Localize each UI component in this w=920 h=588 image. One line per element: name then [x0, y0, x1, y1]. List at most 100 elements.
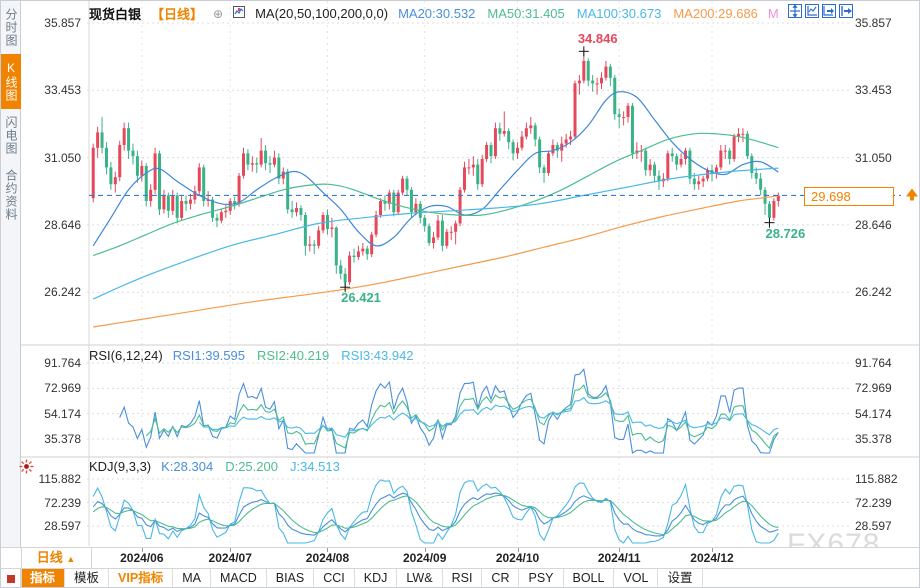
ma-values-0: MA20:30.532: [398, 6, 476, 21]
ma-values: MA20:30.532 MA50:31.405 MA100:30.673 MA200:…: [398, 6, 758, 21]
price-tick-label-r: 26.242: [855, 285, 892, 300]
toolbar-item-MACD[interactable]: MACD: [211, 569, 267, 587]
x-axis-row: 日线 ▲ 2024/06 2024/07 2024/08 2024/09 2024/10…: [1, 547, 919, 568]
x-axis-tick: [230, 548, 232, 552]
price-tick-label: 35.857: [44, 16, 81, 30]
rsi-values-0: RSI1:39.595: [172, 348, 245, 363]
price-tick-label-r: 31.050: [855, 150, 892, 165]
toolbar-item-VIP指标[interactable]: VIP指标: [109, 569, 174, 587]
toolbar-item-LW&[interactable]: LW&: [397, 569, 443, 587]
sidebar: 分时图 K线图闪电图合约资料: [1, 1, 21, 547]
sidebar-tab-0[interactable]: 分时图: [4, 8, 18, 47]
x-axis-tick: [712, 548, 713, 552]
toolbar-item-PSY[interactable]: PSY: [519, 569, 564, 587]
x-axis-tick: [517, 548, 519, 552]
toolbar-item-BOLL[interactable]: BOLL: [564, 569, 615, 587]
kdj-header: KDJ(9,3,3) K:28.304 D:25.200 J:34.513: [89, 459, 340, 474]
rsi-tick-label-r: 35.378: [855, 432, 892, 446]
rsi-tick-label: 91.764: [44, 356, 81, 370]
grip-icon: [1, 569, 21, 587]
rsi-tick-label: 72.969: [44, 381, 81, 396]
kdj-tick-label-r: 72.239: [855, 495, 892, 510]
toolbar-item-指标[interactable]: 指标: [21, 569, 66, 587]
x-axis-tick: [424, 548, 426, 552]
low-price-label: 26.421: [341, 290, 381, 306]
toolbar-item-RSI[interactable]: RSI: [443, 569, 483, 587]
main-chart-header: 现货白银 【日线】 ⊕ MA(20,50,100,200,0,0) MA20:3…: [89, 4, 779, 23]
chart-canvas[interactable]: [21, 1, 920, 546]
divider: [21, 547, 22, 587]
kdj-values: K:28.304 D:25.200 J:34.513: [161, 459, 340, 474]
kdj-tick-label-r: 115.882: [855, 472, 898, 486]
price-tick-label: 31.050: [44, 150, 81, 165]
x-axis-tick: [141, 548, 143, 552]
symbol-name: 现货白银: [89, 7, 142, 22]
toolbar-item-KDJ[interactable]: KDJ: [355, 569, 398, 587]
x-axis-label: 2024/08: [305, 551, 350, 565]
toolbar-item-模板[interactable]: 模板: [65, 569, 110, 587]
add-indicator-icon[interactable]: ⊕: [213, 6, 224, 21]
indicator-chart-icon: [233, 6, 246, 21]
kdj-tick-label-r: 28.597: [855, 519, 892, 533]
period-arrow-icon: ▲: [66, 554, 76, 564]
rsi-tick-label-r: 72.969: [855, 381, 892, 396]
toolbar-item-CR[interactable]: CR: [482, 569, 520, 587]
kdj-values-1: D:25.200: [225, 459, 278, 474]
sidebar-tab-1[interactable]: K线图: [1, 54, 21, 109]
alert-sun-icon[interactable]: [19, 459, 34, 474]
rsi-title: RSI(6,12,24): [89, 348, 163, 363]
kdj-tick-label: 28.597: [44, 519, 81, 533]
rsi-values-1: RSI2:40.219: [256, 348, 330, 363]
rsi-tick-label-r: 91.764: [855, 356, 892, 370]
x-axis-tick: [327, 548, 329, 552]
x-axis-label: 2024/12: [690, 551, 734, 565]
kdj-values-2: J:34.513: [289, 459, 340, 474]
low-price-label: 28.726: [765, 225, 806, 241]
rsi-values: RSI1:39.595 RSI2:40.219 RSI3:43.942: [173, 348, 414, 363]
x-axis-label: 2024/09: [403, 551, 447, 565]
kdj-tick-label: 72.239: [44, 495, 81, 510]
toolbar-item-设置[interactable]: 设置: [658, 569, 703, 587]
bottom-toolbar: 指标 模板 VIP指标 MA MACD BIAS CCI KDJ LW& RSI CR PSY BOLL…: [1, 568, 919, 587]
ma-values-1: MA50:31.405: [487, 6, 565, 21]
kdj-values-0: K:28.304: [161, 459, 214, 474]
chart-toolbar-icons: [788, 4, 853, 18]
x-axis-label: 2024/07: [208, 551, 252, 565]
kdj-tick-label: 115.882: [38, 472, 82, 486]
ma-settings-label: MA(20,50,100,200,0,0): [255, 6, 389, 21]
price-tick-label-r: 35.857: [855, 16, 892, 30]
toolbar-item-VOL[interactable]: VOL: [614, 569, 659, 587]
toolbar-item-MA[interactable]: MA: [173, 569, 211, 587]
rsi-values-2: RSI3:43.942: [341, 348, 414, 363]
x-axis-label: 2024/06: [120, 551, 164, 565]
price-tick-label-r: 28.646: [855, 217, 892, 232]
current-price-box: 29.698: [804, 187, 894, 206]
rsi-tick-label: 35.378: [44, 432, 81, 446]
period-tag: 【日线】: [151, 7, 204, 22]
price-tick-label: 33.453: [44, 83, 81, 98]
high-price-label: 34.846: [577, 31, 618, 47]
sidebar-tab-3[interactable]: 合约资料: [4, 169, 18, 221]
exit-right-icon[interactable]: [839, 4, 853, 18]
sidebar-tab-2[interactable]: 闪电图: [4, 116, 18, 155]
rsi-tick-label: 54.174: [44, 406, 81, 421]
crosshair-icon[interactable]: [788, 4, 802, 18]
ma-values-2: MA100:30.673: [576, 6, 662, 21]
x-axis-label: 2024/10: [495, 551, 540, 565]
x-axis-tick: [619, 548, 621, 552]
price-tick-label: 26.242: [44, 285, 81, 300]
period-label: 日线: [36, 550, 63, 565]
x-axis-label: 2024/11: [597, 551, 641, 565]
rsi-header: RSI(6,12,24) RSI1:39.595 RSI2:40.219 RSI3:…: [89, 348, 414, 363]
toolbar-item-CCI[interactable]: CCI: [314, 569, 355, 587]
price-tick-label: 28.646: [44, 217, 81, 232]
price-tick-label-r: 33.453: [855, 83, 892, 98]
axis-pan-icon[interactable]: [822, 4, 836, 18]
period-dropdown-button[interactable]: 日线 ▲: [21, 548, 92, 568]
toolbar-item-BIAS[interactable]: BIAS: [267, 569, 315, 587]
ma-extra-label: M: [767, 6, 779, 21]
ma-values-3: MA200:29.686: [673, 6, 758, 21]
kdj-title: KDJ(9,3,3): [89, 459, 152, 474]
axis-scale-icon[interactable]: [805, 4, 819, 18]
